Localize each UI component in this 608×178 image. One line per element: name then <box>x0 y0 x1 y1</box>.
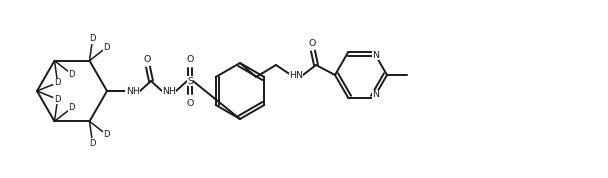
Text: D: D <box>69 70 75 79</box>
Text: D: D <box>89 34 96 43</box>
Text: O: O <box>186 54 194 64</box>
Text: D: D <box>103 130 110 139</box>
Text: D: D <box>103 43 110 52</box>
Text: D: D <box>69 103 75 112</box>
Text: N: N <box>373 90 379 99</box>
Text: HN: HN <box>289 70 303 80</box>
Text: O: O <box>143 56 151 64</box>
Text: N: N <box>373 51 379 60</box>
Text: NH: NH <box>162 87 176 96</box>
Text: D: D <box>54 95 61 104</box>
Text: D: D <box>89 139 96 148</box>
Text: D: D <box>54 78 61 87</box>
Text: S: S <box>187 77 193 85</box>
Text: D: D <box>126 87 133 96</box>
Text: O: O <box>186 98 194 108</box>
Text: O: O <box>308 40 316 48</box>
Text: D: D <box>54 95 61 104</box>
Text: NH: NH <box>126 87 140 96</box>
Text: D: D <box>54 78 61 87</box>
